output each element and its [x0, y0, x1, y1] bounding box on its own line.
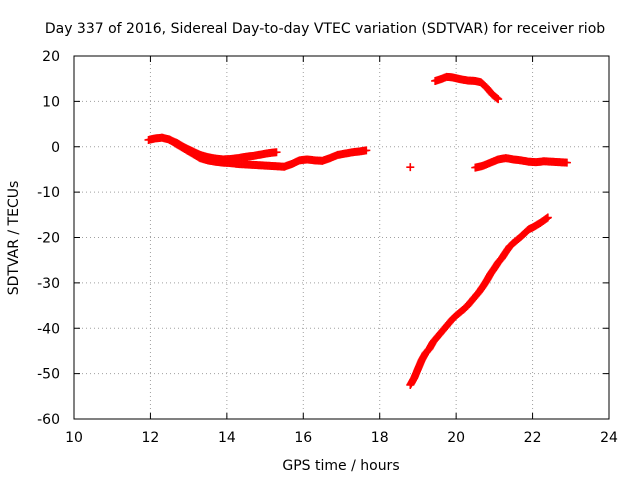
y-tick-label: 20 — [42, 49, 60, 65]
grid — [74, 56, 609, 419]
x-axis-title: GPS time / hours — [282, 458, 399, 474]
x-tick-label: 16 — [294, 430, 312, 446]
y-tick-label: -30 — [37, 276, 60, 292]
y-tick-label: 0 — [51, 140, 60, 156]
series-2 — [406, 163, 415, 172]
y-tick-label: -60 — [37, 412, 60, 428]
series-1 — [165, 135, 281, 164]
x-tick-label: 22 — [524, 430, 542, 446]
series-3 — [431, 72, 503, 104]
series-4 — [471, 154, 571, 172]
x-tick-label: 20 — [447, 430, 465, 446]
y-axis-title: SDTVAR / TECUs — [6, 181, 22, 296]
y-tick-label: -50 — [37, 367, 60, 383]
x-tick-label: 12 — [142, 430, 160, 446]
y-tick-label: -20 — [37, 231, 60, 247]
x-tick-label: 10 — [65, 430, 83, 446]
axis-ticks — [73, 55, 610, 420]
x-tick-label: 24 — [600, 430, 618, 446]
x-tick-label: 14 — [218, 430, 236, 446]
data-point — [562, 158, 571, 167]
data-point — [406, 163, 415, 172]
x-axis-tick-labels: 10 12 14 16 18 20 22 24 — [65, 430, 618, 446]
data-point — [362, 146, 371, 155]
data-points — [144, 72, 571, 389]
y-tick-label: -10 — [37, 185, 60, 201]
data-point — [272, 148, 281, 157]
data-point — [494, 95, 503, 104]
x-tick-label: 18 — [371, 430, 389, 446]
y-axis-tick-labels: 20 10 0 -10 -20 -30 -40 -50 -60 — [37, 49, 60, 428]
y-tick-label: -40 — [37, 321, 60, 337]
series-5 — [406, 213, 552, 389]
data-point — [543, 213, 552, 222]
y-tick-label: 10 — [42, 94, 60, 110]
chart-title: Day 337 of 2016, Sidereal Day-to-day VTE… — [45, 21, 605, 37]
